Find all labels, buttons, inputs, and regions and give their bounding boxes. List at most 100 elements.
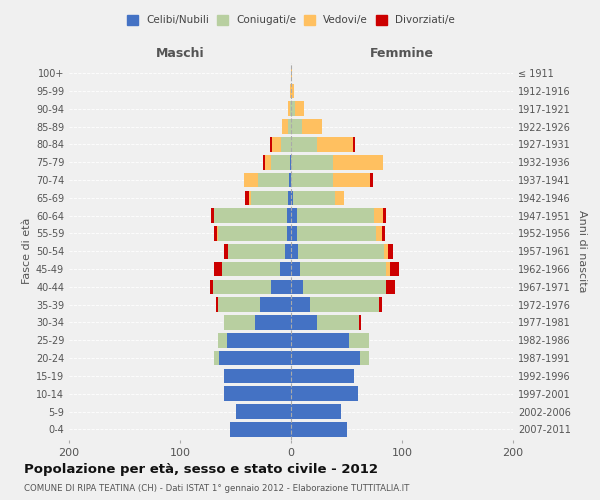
Bar — [291, 280, 303, 294]
Bar — [211, 208, 214, 223]
Bar — [353, 137, 355, 152]
Y-axis label: Anni di nascita: Anni di nascita — [577, 210, 587, 292]
Bar — [390, 262, 398, 276]
Bar — [293, 190, 335, 205]
Bar — [272, 137, 281, 152]
Bar — [291, 262, 300, 276]
Bar — [291, 386, 358, 401]
Bar — [360, 351, 368, 366]
Bar — [302, 120, 322, 134]
Bar — [244, 172, 258, 188]
Bar — [281, 137, 291, 152]
Bar — [291, 137, 317, 152]
Bar — [291, 66, 292, 80]
Bar — [214, 262, 222, 276]
Bar — [287, 120, 291, 134]
Text: COMUNE DI RIPA TEATINA (CH) - Dati ISTAT 1° gennaio 2012 - Elaborazione TUTTITAL: COMUNE DI RIPA TEATINA (CH) - Dati ISTAT… — [24, 484, 409, 493]
Bar — [291, 404, 341, 419]
Bar — [270, 137, 272, 152]
Bar — [379, 298, 382, 312]
Bar — [215, 298, 218, 312]
Bar — [384, 244, 388, 258]
Bar — [230, 422, 291, 436]
Bar — [290, 102, 291, 116]
Bar — [214, 351, 219, 366]
Bar — [245, 190, 249, 205]
Bar — [260, 298, 291, 312]
Bar — [296, 226, 376, 240]
Bar — [214, 208, 287, 223]
Bar — [291, 84, 295, 98]
Bar — [291, 422, 347, 436]
Bar — [291, 368, 354, 383]
Bar — [214, 280, 271, 294]
Bar — [382, 226, 385, 240]
Text: Maschi: Maschi — [155, 47, 205, 60]
Bar — [291, 190, 293, 205]
Bar — [291, 120, 302, 134]
Bar — [227, 333, 291, 347]
Bar — [280, 262, 291, 276]
Bar — [282, 120, 287, 134]
Bar — [333, 155, 383, 170]
Bar — [228, 244, 286, 258]
Bar — [219, 351, 291, 366]
Bar — [386, 262, 390, 276]
Bar — [224, 386, 291, 401]
Bar — [251, 190, 287, 205]
Text: Femmine: Femmine — [370, 47, 434, 60]
Bar — [289, 172, 291, 188]
Bar — [388, 244, 393, 258]
Bar — [271, 280, 291, 294]
Bar — [287, 190, 291, 205]
Bar — [300, 262, 386, 276]
Bar — [210, 280, 214, 294]
Bar — [217, 226, 218, 240]
Bar — [271, 155, 290, 170]
Bar — [290, 155, 291, 170]
Bar — [335, 190, 344, 205]
Bar — [214, 226, 217, 240]
Bar — [224, 244, 228, 258]
Bar — [258, 172, 289, 188]
Bar — [374, 208, 383, 223]
Bar — [291, 172, 333, 188]
Bar — [291, 102, 295, 116]
Bar — [376, 226, 382, 240]
Legend: Celibi/Nubili, Coniugati/e, Vedovi/e, Divorziati/e: Celibi/Nubili, Coniugati/e, Vedovi/e, Di… — [123, 11, 459, 30]
Bar — [291, 244, 298, 258]
Bar — [291, 351, 360, 366]
Bar — [298, 244, 384, 258]
Bar — [256, 315, 291, 330]
Bar — [349, 333, 369, 347]
Bar — [317, 137, 353, 152]
Bar — [291, 155, 333, 170]
Bar — [386, 280, 395, 294]
Bar — [295, 102, 304, 116]
Bar — [290, 84, 291, 98]
Bar — [296, 208, 374, 223]
Bar — [218, 333, 227, 347]
Bar — [218, 298, 260, 312]
Bar — [287, 208, 291, 223]
Bar — [287, 226, 291, 240]
Bar — [291, 315, 317, 330]
Bar — [218, 226, 287, 240]
Bar — [291, 298, 310, 312]
Bar — [291, 226, 296, 240]
Bar — [263, 155, 265, 170]
Bar — [235, 404, 291, 419]
Bar — [249, 190, 251, 205]
Bar — [291, 333, 349, 347]
Bar — [286, 244, 291, 258]
Bar — [287, 102, 290, 116]
Bar — [291, 208, 296, 223]
Bar — [265, 155, 271, 170]
Bar — [359, 315, 361, 330]
Bar — [333, 172, 370, 188]
Bar — [370, 172, 373, 188]
Text: Popolazione per età, sesso e stato civile - 2012: Popolazione per età, sesso e stato civil… — [24, 462, 378, 475]
Bar — [224, 368, 291, 383]
Y-axis label: Fasce di età: Fasce di età — [22, 218, 32, 284]
Bar — [222, 262, 280, 276]
